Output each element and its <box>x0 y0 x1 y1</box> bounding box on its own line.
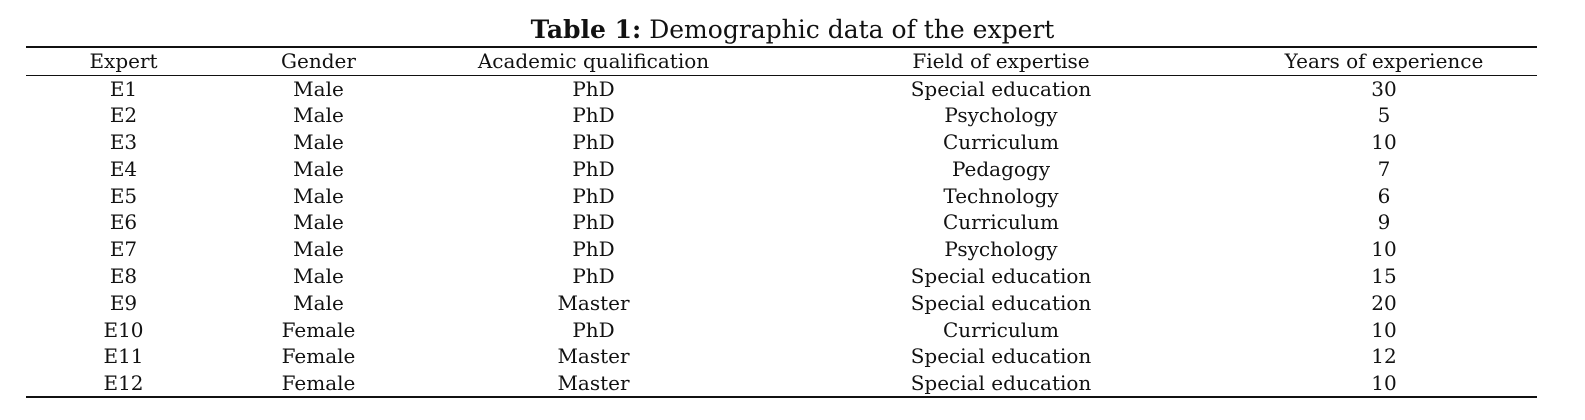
cell-years: 6 <box>1377 183 1391 208</box>
cell-qualification: PhD <box>572 76 615 101</box>
cell-qualification: PhD <box>572 263 615 288</box>
cell-gender: Male <box>293 156 344 181</box>
table-row: E8 Male PhD Special education 15 <box>26 263 1537 290</box>
demographic-table: Expert Gender Academic qualification Fie… <box>26 46 1537 398</box>
cell-gender: Male <box>293 76 344 101</box>
header-academic-qualification: Academic qualification <box>416 46 771 76</box>
cell-expert: E10 <box>103 317 144 342</box>
cell-gender: Male <box>293 290 344 315</box>
cell-expert: E1 <box>109 76 138 101</box>
table-row: E12 Female Master Special education 10 <box>26 369 1537 398</box>
header-expert: Expert <box>26 46 221 76</box>
cell-qualification: PhD <box>572 237 615 262</box>
cell-years: 30 <box>1371 76 1397 101</box>
table-row: E3 Male PhD Curriculum 10 <box>26 129 1537 156</box>
cell-years: 10 <box>1231 369 1537 398</box>
cell-years: 7 <box>1377 156 1391 181</box>
cell-years: 5 <box>1377 103 1391 128</box>
cell-gender: Male <box>293 263 344 288</box>
cell-expert: E6 <box>109 210 138 235</box>
cell-gender: Male <box>293 210 344 235</box>
cell-expert: E8 <box>109 263 138 288</box>
cell-field: Special education <box>910 344 1092 369</box>
cell-qualification: Master <box>557 290 630 315</box>
cell-expert: E9 <box>109 290 138 315</box>
cell-expert: E3 <box>109 129 138 154</box>
header-row: Expert Gender Academic qualification Fie… <box>26 46 1537 76</box>
cell-gender: Female <box>221 369 416 398</box>
header-years-of-experience: Years of experience <box>1231 46 1537 76</box>
cell-years: 10 <box>1371 237 1397 262</box>
cell-years: 12 <box>1371 344 1397 369</box>
cell-qualification: PhD <box>572 210 615 235</box>
table-row: E4 Male PhD Pedagogy 7 <box>26 155 1537 182</box>
cell-gender: Male <box>293 237 344 262</box>
cell-qualification: PhD <box>572 183 615 208</box>
cell-qualification: PhD <box>572 317 615 342</box>
table-row: E1 Male PhD Special education 30 <box>26 75 1537 102</box>
table-row: E10 Female PhD Curriculum 10 <box>26 316 1537 343</box>
cell-field: Curriculum <box>942 210 1060 235</box>
cell-expert: E11 <box>103 344 144 369</box>
table-row: E9 Male Master Special education 20 <box>26 289 1537 316</box>
table-row: E11 Female Master Special education 12 <box>26 343 1537 370</box>
table-body: E1 Male PhD Special education 30 E2 Male… <box>26 75 1537 398</box>
cell-expert: E12 <box>26 369 221 398</box>
table-header: Expert Gender Academic qualification Fie… <box>26 46 1537 76</box>
cell-expert: E5 <box>109 183 138 208</box>
table-caption-label: Table 1: <box>530 15 642 44</box>
cell-qualification: PhD <box>572 156 615 181</box>
cell-gender: Male <box>293 183 344 208</box>
cell-gender: Male <box>293 103 344 128</box>
cell-gender: Female <box>281 344 356 369</box>
cell-qualification: PhD <box>572 103 615 128</box>
cell-years: 10 <box>1371 129 1397 154</box>
cell-years: 20 <box>1371 290 1397 315</box>
table-row: E2 Male PhD Psychology 5 <box>26 102 1537 129</box>
header-field-of-expertise: Field of expertise <box>771 46 1231 76</box>
cell-field: Special education <box>910 263 1092 288</box>
cell-expert: E2 <box>109 103 138 128</box>
table-caption-text: Demographic data of the expert <box>649 15 1055 44</box>
cell-field: Special education <box>910 76 1092 101</box>
cell-field: Psychology <box>944 103 1058 128</box>
cell-gender: Female <box>281 317 356 342</box>
cell-field: Technology <box>943 183 1059 208</box>
table-row: E6 Male PhD Curriculum 9 <box>26 209 1537 236</box>
cell-qualification: Master <box>416 369 771 398</box>
table-caption: Table 1: Demographic data of the expert <box>0 14 1585 46</box>
cell-years: 9 <box>1377 210 1391 235</box>
header-gender: Gender <box>221 46 416 76</box>
cell-field: Special education <box>771 369 1231 398</box>
cell-qualification: PhD <box>572 129 615 154</box>
cell-field: Pedagogy <box>951 156 1051 181</box>
table-row: E7 Male PhD Psychology 10 <box>26 236 1537 263</box>
cell-expert: E7 <box>109 237 138 262</box>
cell-field: Special education <box>910 290 1092 315</box>
table-row: E5 Male PhD Technology 6 <box>26 182 1537 209</box>
cell-expert: E4 <box>109 156 138 181</box>
cell-years: 10 <box>1371 317 1397 342</box>
cell-gender: Male <box>293 129 344 154</box>
cell-field: Curriculum <box>942 317 1060 342</box>
cell-field: Psychology <box>944 237 1058 262</box>
cell-years: 15 <box>1371 263 1397 288</box>
cell-qualification: Master <box>557 344 630 369</box>
cell-field: Curriculum <box>942 129 1060 154</box>
